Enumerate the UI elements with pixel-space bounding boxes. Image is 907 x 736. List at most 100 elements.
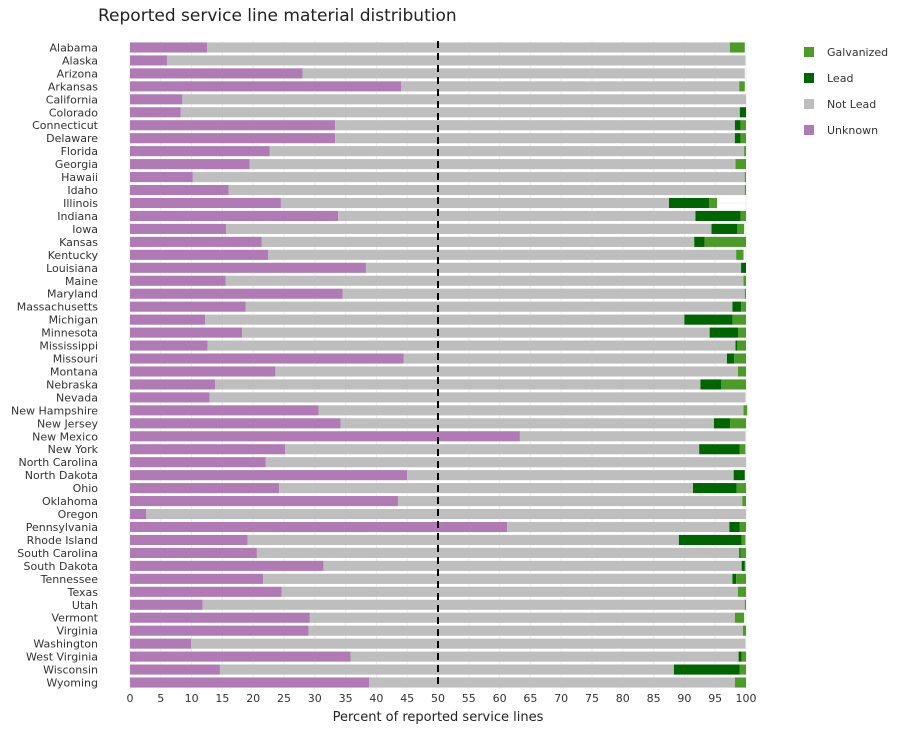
bar-segment	[309, 612, 735, 623]
bar-segment	[130, 107, 181, 118]
bar-segment	[739, 444, 746, 455]
x-tick-label: 65	[523, 692, 537, 705]
legend-swatch	[804, 99, 814, 109]
category-label: Minnesota	[41, 327, 98, 340]
category-label: Alabama	[49, 41, 98, 54]
bar-segment	[741, 651, 746, 662]
bar-segment	[130, 599, 203, 610]
bar-segment	[219, 664, 674, 675]
bar-segment	[726, 353, 735, 364]
bar-segment	[267, 249, 737, 260]
bar-segment	[249, 159, 736, 170]
category-label: Maryland	[47, 288, 98, 301]
bar-segment	[207, 42, 730, 53]
bar-segment	[202, 599, 745, 610]
bar-segment	[130, 496, 398, 507]
bar-segment	[130, 534, 248, 546]
legend-label: Lead	[827, 72, 853, 85]
bar-segment	[741, 534, 746, 546]
bar-segment	[130, 223, 227, 234]
x-tick-label: 0	[127, 692, 134, 705]
bar-segment	[335, 120, 735, 131]
category-label: New Hampshire	[11, 404, 98, 417]
category-label: Montana	[50, 365, 98, 378]
bar-segment	[684, 314, 733, 325]
bar-segment	[130, 508, 147, 520]
category-label: Oregon	[58, 508, 98, 521]
bar-segment	[519, 431, 746, 442]
x-tick-label: 75	[585, 692, 599, 705]
bar-segment	[741, 301, 746, 312]
bar-segment	[342, 288, 745, 299]
bar-segment	[734, 677, 746, 688]
bar-segment	[275, 366, 738, 377]
legend-label: Unknown	[827, 124, 878, 137]
bar-segment	[742, 496, 746, 507]
category-label: New York	[48, 443, 99, 456]
bar-segment	[130, 197, 281, 209]
bar-segment	[245, 301, 733, 312]
bar-segment	[732, 301, 742, 312]
x-tick-label: 55	[462, 692, 476, 705]
bar-segment	[308, 625, 743, 636]
bar-segment	[737, 223, 745, 234]
legend-label: Galvanized	[827, 46, 888, 59]
bar-segment	[741, 262, 746, 273]
category-label: Connecticut	[32, 119, 99, 132]
bar-segment	[130, 573, 264, 584]
legend-label: Not Lead	[827, 98, 876, 111]
bar-segment	[130, 301, 246, 312]
bar-segment	[130, 379, 216, 390]
bar-segment	[699, 444, 740, 455]
bar-segment	[205, 314, 685, 325]
category-label: Idaho	[67, 184, 98, 197]
bar-segment	[130, 483, 280, 494]
category-label: Mississippi	[39, 340, 98, 353]
bar-segment	[733, 470, 745, 481]
bar-segment	[242, 327, 710, 338]
bar-segment	[744, 599, 746, 610]
category-label: North Carolina	[18, 456, 98, 469]
bar-segment	[130, 120, 336, 131]
bar-segment	[130, 521, 507, 533]
bar-segment	[735, 159, 746, 170]
bar-segment	[397, 496, 743, 507]
bar-segment	[130, 327, 243, 338]
bar-segment	[130, 275, 226, 286]
bar-segment	[506, 521, 730, 533]
bar-segment	[130, 184, 229, 196]
legend-swatch	[804, 47, 814, 57]
bar-segment	[693, 483, 737, 494]
bar-segment	[130, 405, 319, 416]
bars	[130, 42, 748, 688]
bar-segment	[130, 651, 351, 662]
bar-segment	[711, 223, 738, 234]
category-label: Wisconsin	[43, 664, 98, 677]
bar-segment	[182, 94, 747, 105]
category-label: Pennsylvania	[26, 521, 98, 534]
category-label: Vermont	[52, 612, 99, 625]
bar-segment	[732, 573, 737, 584]
x-tick-label: 10	[185, 692, 199, 705]
x-tick-label: 20	[246, 692, 260, 705]
category-label: New Mexico	[32, 430, 98, 443]
x-tick-label: 45	[400, 692, 414, 705]
category-label: Maine	[65, 275, 98, 288]
bar-segment	[180, 107, 740, 118]
x-tick-label: 90	[677, 692, 691, 705]
bar-segment	[695, 210, 741, 222]
bar-segment	[678, 534, 742, 546]
bar-segment	[669, 197, 710, 209]
bar-segment	[713, 418, 730, 429]
bar-segment	[704, 236, 746, 247]
bar-segment	[740, 547, 746, 558]
bar-segment	[323, 560, 742, 571]
bar-segment	[739, 547, 741, 558]
category-label: Kentucky	[48, 249, 99, 262]
bar-segment	[130, 262, 366, 273]
category-label: Texas	[67, 586, 99, 599]
bar-segment	[130, 353, 404, 364]
bar-segment	[694, 236, 705, 247]
bar-segment	[407, 470, 734, 481]
